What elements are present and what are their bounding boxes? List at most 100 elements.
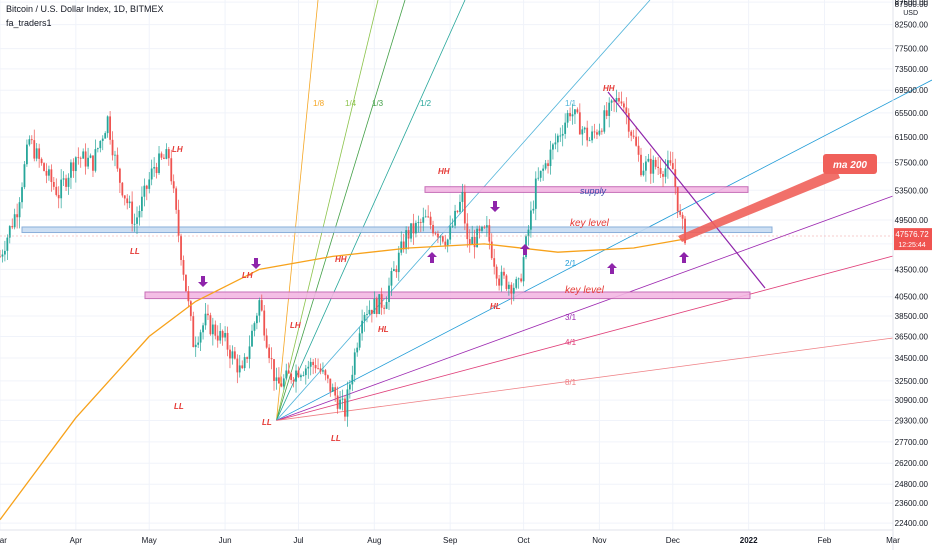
candle — [461, 183, 464, 213]
candle — [407, 226, 410, 250]
candle-body — [280, 383, 283, 387]
candle-body — [99, 140, 102, 149]
candle — [390, 267, 393, 296]
candle — [177, 199, 180, 243]
candle-body — [608, 102, 611, 116]
candle — [62, 171, 65, 187]
candle-body — [0, 256, 1, 258]
candle-body — [405, 230, 408, 250]
candle-body — [278, 377, 280, 384]
candle — [8, 225, 11, 244]
candle-body — [8, 226, 11, 238]
candle — [216, 325, 219, 348]
chart-title: Bitcoin / U.S. Dollar Index, 1D, BITMEX — [6, 4, 164, 14]
candle-body — [33, 140, 36, 159]
candle-body — [21, 187, 23, 203]
candle — [70, 159, 72, 189]
candle — [253, 321, 256, 337]
candle — [211, 317, 214, 346]
fan-label: 1/8 — [313, 99, 325, 108]
candle-body — [654, 159, 657, 167]
candle — [295, 364, 297, 393]
candle-body — [596, 132, 598, 135]
candle — [92, 155, 94, 177]
candle-body — [373, 298, 376, 314]
candle — [265, 328, 268, 349]
candle — [74, 156, 77, 183]
candle-body — [505, 275, 508, 289]
candle-body — [569, 113, 571, 117]
candle-body — [676, 187, 679, 212]
candle — [241, 360, 244, 370]
arrow-up-icon — [427, 252, 437, 263]
candle — [652, 155, 655, 183]
candle-body — [45, 170, 48, 176]
candle — [410, 223, 412, 243]
candle-body — [314, 365, 317, 369]
candle-body — [326, 375, 329, 379]
candle — [669, 151, 672, 166]
zone-label: key level — [570, 218, 610, 229]
candle-body — [243, 357, 246, 369]
candle — [366, 305, 368, 323]
arrow-up-icon — [679, 252, 689, 263]
candle — [128, 195, 131, 208]
candle-body — [77, 157, 80, 159]
candle-body — [290, 373, 293, 380]
candle — [300, 373, 302, 381]
x-tick-label: May — [142, 536, 157, 545]
candle-body — [649, 158, 652, 174]
candle — [495, 264, 498, 286]
candle-body — [627, 113, 630, 132]
candle — [302, 371, 305, 377]
candle-body — [241, 365, 244, 369]
candle-body — [410, 223, 412, 239]
y-tick-label: 61500.00 — [895, 133, 929, 142]
candle-body — [544, 163, 547, 169]
candle-body — [632, 135, 635, 137]
candle-body — [248, 346, 251, 359]
candle-body — [547, 163, 549, 167]
candle-body — [351, 374, 354, 385]
candle — [72, 158, 75, 178]
candle — [385, 296, 388, 310]
candle-body — [520, 278, 523, 282]
candle-body — [177, 209, 180, 236]
candle — [422, 207, 425, 232]
x-tick-label: Jul — [293, 536, 303, 545]
candle — [104, 131, 107, 139]
candle — [163, 154, 165, 160]
candle — [322, 362, 324, 374]
candle-body — [62, 178, 65, 180]
candle-body — [121, 182, 124, 196]
candle-body — [446, 239, 449, 246]
candle — [194, 336, 197, 357]
candle — [192, 311, 195, 348]
candle — [96, 147, 99, 153]
candle — [500, 265, 503, 292]
candle — [336, 386, 339, 414]
candle — [60, 169, 63, 209]
arrow-down-icon — [490, 201, 500, 212]
candle — [507, 281, 510, 296]
candle-body — [114, 154, 116, 156]
candle-body — [454, 210, 456, 226]
candle — [16, 203, 19, 229]
candle — [427, 205, 430, 219]
candle — [339, 390, 341, 410]
fan-line — [276, 0, 406, 421]
candle-body — [615, 97, 618, 102]
y-tick-label: 23600.00 — [895, 499, 929, 508]
candle-body — [613, 100, 615, 102]
candle-body — [476, 228, 478, 248]
price-zones: supply key level key level — [21, 186, 773, 300]
author-name[interactable]: fa_traders1 — [6, 18, 52, 28]
candle — [490, 233, 493, 261]
candle — [344, 395, 346, 422]
candle-body — [471, 236, 474, 245]
last-price-value: 47576.72 — [895, 230, 929, 239]
candle — [370, 309, 373, 323]
candle — [417, 215, 420, 233]
candle — [463, 184, 466, 231]
